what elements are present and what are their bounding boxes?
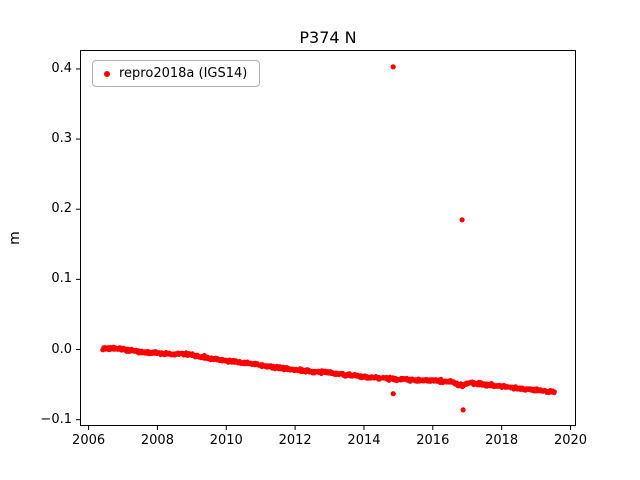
y-tick-label: 0.4 (51, 60, 72, 76)
x-tick-label: 2016 (416, 433, 450, 448)
y-tick-label: 0.1 (51, 271, 72, 287)
y-axis-label: m (6, 231, 23, 245)
x-tick-label: 2018 (485, 433, 519, 448)
x-tick-label: 2010 (209, 433, 243, 448)
x-tick-label: 2012 (278, 433, 312, 448)
y-tick-label: −0.1 (40, 411, 72, 427)
plot-title: P374 N (299, 28, 357, 47)
outlier-data-point (390, 391, 396, 397)
legend-label: repro2018a (IGS14) (119, 66, 248, 81)
data-point (552, 389, 557, 394)
x-tick-label: 2014 (347, 433, 381, 448)
outlier-data-point (460, 407, 466, 413)
x-tick-label: 2006 (72, 433, 106, 448)
legend-marker-icon (104, 70, 110, 77)
outlier-data-point (459, 217, 465, 223)
y-tick-label: 0.2 (51, 201, 72, 217)
x-tick-label: 2020 (553, 433, 588, 448)
y-tick-label: 0.3 (51, 131, 72, 147)
y-tick-label: 0.0 (51, 341, 72, 357)
x-tick-label: 2008 (140, 433, 174, 448)
outlier-data-point (390, 64, 396, 70)
legend: repro2018a (IGS14) (92, 60, 261, 87)
